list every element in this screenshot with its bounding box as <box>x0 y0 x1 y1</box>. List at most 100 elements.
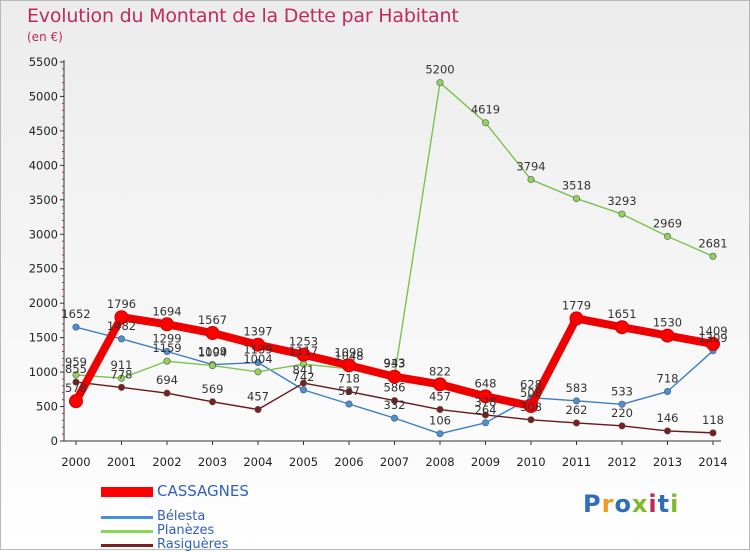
data-label: 586 <box>384 381 406 395</box>
y-tick-label: 1000 <box>29 365 58 379</box>
data-point <box>481 119 489 127</box>
x-tick-label: 2000 <box>61 455 90 469</box>
data-label: 1530 <box>653 316 682 330</box>
data-point <box>663 388 671 396</box>
data-point <box>163 357 171 365</box>
data-point <box>436 79 444 87</box>
x-tick-label: 2006 <box>334 455 363 469</box>
data-label: 742 <box>293 370 315 384</box>
logo-letter: x <box>631 490 649 518</box>
y-tick-label: 4500 <box>29 124 58 138</box>
data-label: 578 <box>65 381 87 395</box>
data-point <box>663 427 671 435</box>
data-point <box>436 430 444 438</box>
data-label: 106 <box>429 414 451 428</box>
data-label: 146 <box>657 411 679 425</box>
data-point <box>160 317 174 332</box>
data-label: 855 <box>65 362 87 376</box>
data-label: 718 <box>657 372 679 386</box>
logo-letter: o <box>614 490 632 518</box>
data-point <box>524 398 538 413</box>
x-tick-label: 2010 <box>516 455 545 469</box>
legend-label: Rasiguères <box>157 537 229 552</box>
data-label: 694 <box>156 373 178 387</box>
data-point <box>296 347 311 362</box>
data-point <box>390 397 398 405</box>
data-point <box>436 406 444 414</box>
data-label: 5200 <box>425 63 454 77</box>
x-tick-label: 2002 <box>152 455 181 469</box>
y-tick-label: 5000 <box>29 89 58 103</box>
data-point <box>390 414 398 422</box>
y-tick-label: 2000 <box>29 296 58 310</box>
data-point <box>69 394 83 409</box>
data-point <box>209 362 217 370</box>
data-point <box>299 386 307 394</box>
y-tick-label: 500 <box>36 400 58 414</box>
y-tick-label: 3000 <box>29 227 58 241</box>
data-label: 220 <box>611 406 633 420</box>
y-tick-label: 0 <box>51 434 58 448</box>
data-label: 2969 <box>653 216 682 230</box>
data-point <box>254 406 262 414</box>
logo-letter: t <box>657 490 671 518</box>
data-label: 264 <box>475 403 497 417</box>
data-point <box>72 323 80 331</box>
data-label: 1004 <box>243 352 272 366</box>
data-label: 1117 <box>289 344 318 358</box>
data-point <box>572 419 580 427</box>
data-point <box>618 422 626 430</box>
data-label: 1098 <box>334 345 363 359</box>
data-point <box>254 359 262 367</box>
x-tick-label: 2004 <box>243 455 272 469</box>
data-point <box>572 195 580 203</box>
data-label: 1567 <box>198 313 227 327</box>
data-point <box>163 389 171 397</box>
data-label: 841 <box>293 363 315 377</box>
data-label: 1048 <box>334 349 363 363</box>
data-point <box>72 371 80 379</box>
data-label: 1139 <box>243 343 272 357</box>
data-point <box>615 320 629 335</box>
y-tick-label: 3500 <box>29 193 58 207</box>
data-point <box>709 429 717 437</box>
x-tick-label: 2014 <box>698 455 727 469</box>
x-tick-label: 2001 <box>107 455 136 469</box>
data-label: 308 <box>520 400 542 414</box>
data-point <box>527 416 535 424</box>
logo-letter: i <box>670 490 680 518</box>
data-label: 628 <box>520 378 542 392</box>
y-tick-label: 4000 <box>29 158 58 172</box>
data-point <box>660 328 675 343</box>
data-label: 457 <box>429 390 451 404</box>
data-label: 718 <box>338 372 360 386</box>
data-point <box>572 397 580 405</box>
data-label: 378 <box>475 395 497 409</box>
data-label: 4619 <box>471 103 500 117</box>
data-label: 3293 <box>607 194 636 208</box>
chart-title: Evolution du Montant de la Dette par Hab… <box>27 5 459 27</box>
legend-label: Planèzes <box>157 523 215 538</box>
data-point <box>118 374 126 382</box>
x-tick-label: 2009 <box>471 455 500 469</box>
data-label: 1159 <box>152 341 181 355</box>
data-label: 959 <box>65 355 87 369</box>
data-label: 457 <box>247 390 269 404</box>
data-label: 1299 <box>152 331 181 345</box>
proxiti-logo: Proxiti <box>583 490 679 518</box>
data-label: 262 <box>566 403 588 417</box>
x-tick-label: 2003 <box>198 455 227 469</box>
data-point <box>209 398 217 406</box>
chart-unit-label: (en €) <box>27 30 63 44</box>
data-label: 3794 <box>516 160 545 174</box>
legend-label: CASSAGNES <box>157 482 249 500</box>
data-label: 1694 <box>152 304 181 318</box>
x-tick-label: 2005 <box>289 455 318 469</box>
data-point <box>345 400 353 408</box>
x-tick-label: 2011 <box>562 455 591 469</box>
data-label: 118 <box>702 413 724 427</box>
y-tick-label: 2500 <box>29 262 58 276</box>
x-tick-label: 2008 <box>425 455 454 469</box>
data-point <box>527 176 535 184</box>
